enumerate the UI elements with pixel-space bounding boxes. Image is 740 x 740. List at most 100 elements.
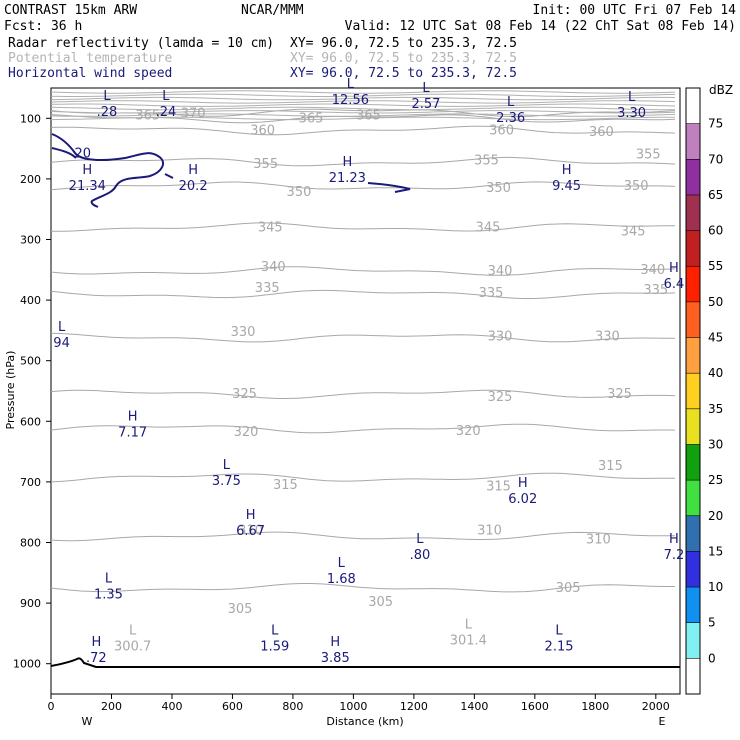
colorbar-swatch: [686, 301, 700, 338]
colorbar-label: 50: [708, 295, 723, 309]
terrain-line-path: [50, 657, 680, 668]
wind-extremum-value: .24: [156, 105, 177, 120]
theta-label: 335: [479, 286, 504, 301]
valid-time: Valid: 12 UTC Sat 08 Feb 14 (22 ChT Sat …: [345, 19, 736, 34]
theta-contour-upper: [50, 96, 676, 101]
wind-extremum-value: .72: [86, 651, 107, 666]
x-tick-label: 1600: [521, 700, 549, 713]
theta-contour-340: [50, 266, 676, 276]
y-tick-label: 800: [20, 537, 41, 550]
colorbar-swatch: [686, 587, 700, 623]
theta-contour-upper: [50, 90, 676, 94]
theta-label: 345: [621, 225, 646, 240]
east-label: E: [659, 715, 666, 728]
y-tick-label: 100: [20, 112, 41, 125]
theta-contour-335: [50, 289, 676, 299]
theta-label: 355: [474, 154, 499, 169]
colorbar-swatch: [686, 159, 700, 195]
theta-label: 345: [258, 220, 283, 235]
theta-contour-upper: [50, 110, 676, 114]
colorbar-swatch: [686, 658, 700, 694]
wind-extremum-value: 12.56: [332, 93, 369, 108]
wind-extremum-type: L: [338, 556, 346, 571]
theta-label: 355: [636, 148, 661, 163]
wind-extremum-value: 21.23: [329, 171, 366, 186]
theta-label: 340: [488, 264, 513, 279]
theta-contour-325: [50, 389, 676, 399]
wind-extremum-type: H: [82, 163, 92, 178]
colorbar-swatch: [686, 194, 700, 231]
colorbar-label: 70: [708, 152, 723, 166]
theta-contour-310: [50, 531, 676, 542]
wind-extremum-type: L: [103, 89, 111, 104]
wind-extremum-value: 7.2: [664, 548, 685, 563]
x-tick-label: 800: [282, 700, 303, 713]
forecast-hour: Fcst: 36 h: [4, 19, 82, 34]
colorbar-unit: dBZ: [709, 83, 733, 97]
wind-extremum-value: 3.85: [321, 651, 350, 666]
wind-extremum-value: .28: [97, 105, 118, 120]
theta-contour-upper: [50, 93, 676, 97]
x-tick-label: 200: [101, 700, 122, 713]
theta-contour-355: [50, 156, 676, 167]
colorbar-label: 25: [708, 473, 723, 487]
wind-extremum-type: H: [669, 261, 679, 276]
wind-extremum-value: 9.45: [552, 179, 581, 194]
colorbar-label: 30: [708, 437, 723, 451]
theta-extremum-type: L: [465, 617, 473, 632]
y-axis-label: Pressure (hPa): [4, 351, 17, 430]
theta-label: 310: [238, 523, 263, 538]
theta-contour-upper: [50, 113, 676, 117]
west-label: W: [82, 715, 93, 728]
theta-contour-upper: [50, 106, 675, 111]
x-tick-label: 1400: [460, 700, 488, 713]
theta-label: 340: [261, 260, 286, 275]
theta-contour-upper: [50, 103, 676, 107]
theta-label: 365: [299, 111, 324, 126]
wind-extremum-type: L: [628, 90, 636, 105]
wind-extremum-type: L: [58, 320, 66, 335]
wind-extremum-value: 1.68: [327, 572, 356, 587]
colorbar-frame: [685, 87, 701, 695]
terrain-line: [50, 657, 680, 668]
wind-extremum-value: 6.67: [236, 524, 265, 539]
field-wind: Horizontal wind speed: [8, 66, 172, 81]
x-tick-label: 1800: [581, 700, 609, 713]
colorbar-swatch: [686, 551, 700, 588]
wind-extremum-type: L: [271, 623, 279, 638]
theta-label: 310: [586, 532, 611, 547]
colorbar-label: 35: [708, 402, 723, 416]
y-tick-label: 900: [20, 597, 41, 610]
wind-contour-jet: [367, 182, 411, 193]
colorbar-label: 40: [708, 366, 723, 380]
theta-label: 350: [287, 185, 312, 200]
theta-label: 365: [356, 108, 381, 123]
wind-extremum-value: 1.35: [94, 587, 123, 602]
colorbar-label: 60: [708, 224, 723, 238]
wind-extremum-value: 2.15: [545, 639, 574, 654]
theta-extremum-type: L: [129, 623, 137, 638]
colorbar-label: 20: [708, 509, 723, 523]
theta-label: 335: [255, 281, 280, 296]
wind-extremum-value: 21.34: [69, 179, 106, 194]
center-label: NCAR/MMM: [241, 3, 304, 18]
theta-label: 365: [135, 108, 160, 123]
x-tick-label: 400: [161, 700, 182, 713]
y-tick-label: 700: [20, 476, 41, 489]
y-tick-label: 200: [20, 173, 41, 186]
wind-contour-20: [51, 133, 174, 208]
theta-contour-upper: [50, 100, 676, 104]
theta-label: 360: [250, 123, 275, 138]
y-tick-label: 600: [20, 415, 41, 428]
colorbar-swatch: [686, 230, 700, 267]
colorbar-swatch: [686, 123, 700, 160]
x-tick-label: 1000: [339, 700, 367, 713]
init-time: Init: 00 UTC Fri 07 Feb 14: [533, 3, 737, 18]
theta-contour-350: [50, 181, 676, 191]
wind-extremum-value: 2.57: [412, 97, 441, 112]
theta-label: 325: [488, 390, 513, 405]
wind-extremum-type: H: [669, 532, 679, 547]
theta-label: 360: [589, 125, 614, 140]
wind-extremum-type: H: [91, 635, 101, 650]
